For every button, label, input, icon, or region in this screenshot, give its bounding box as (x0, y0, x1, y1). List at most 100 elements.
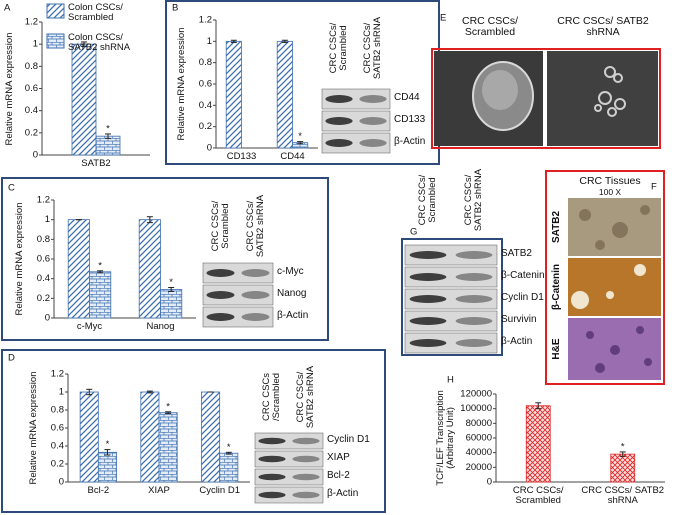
bar (97, 451, 117, 483)
x-tick-label: CRC CSCs/ Scrambled (512, 485, 564, 506)
y-tick-label: 80000 (466, 418, 492, 429)
error-bar (81, 41, 87, 47)
blot-strip (404, 332, 498, 354)
tissue-row-label: β-Catenin (550, 263, 562, 311)
tissue-row-label: H&E (550, 338, 562, 360)
blot-row-label: Survivin (501, 314, 537, 325)
y-tick-label: 1.2 (37, 195, 50, 206)
tissue-title: CRC Tissues (579, 175, 641, 187)
panel-letter: E (440, 13, 446, 24)
blot-band (206, 313, 235, 321)
blot-row-label: CD44 (394, 92, 420, 103)
x-tick-label: CRC CSCs/ SATB2 shRNA (581, 485, 665, 506)
panel-frame (1, 177, 329, 341)
significance-mark: * (98, 260, 102, 271)
error-bar (105, 133, 111, 139)
legend-swatch (46, 33, 65, 49)
bar (219, 452, 239, 483)
blot-band (409, 339, 447, 347)
bar (158, 412, 178, 483)
y-tick-label: 120000 (460, 389, 492, 400)
y-axis-label: TCF/LEF Transcription (Arbitrary Unit) (435, 390, 456, 486)
blot-band (409, 251, 447, 259)
blot-band (455, 339, 493, 347)
y-tick-label: 0.6 (51, 423, 64, 434)
blot-band (258, 437, 286, 445)
blot-band (409, 295, 447, 303)
blot-band (455, 295, 493, 303)
blot-column-label: CRC CSCs/ SATB2 shRNA (244, 194, 266, 258)
blot-band (206, 291, 235, 299)
blot-strip (254, 450, 324, 468)
tissue-magnification: 100 X (598, 187, 622, 197)
legend-label: Colon CSCs/ Scrambled (68, 2, 123, 23)
blot-band (241, 291, 270, 299)
blot-band (409, 317, 447, 325)
blot-strip (321, 132, 391, 154)
bar (138, 219, 161, 319)
bar (71, 43, 97, 156)
error-bar (168, 287, 175, 292)
blot-band (292, 473, 320, 481)
y-tick-label: 0.4 (199, 100, 212, 111)
y-tick-label: 0.4 (25, 105, 38, 116)
significance-mark: * (166, 401, 170, 412)
y-tick-label: 0.2 (37, 293, 50, 304)
significance-mark: * (106, 439, 110, 450)
blot-band (359, 139, 387, 147)
blot-strip (404, 288, 498, 310)
error-bar (86, 388, 93, 396)
blot-row-label: β-Actin (501, 336, 533, 347)
blot-strip (404, 244, 498, 266)
blot-row-label: Cyclin D1 (501, 292, 544, 303)
bar (160, 289, 183, 319)
x-tick-label: CD44 (280, 151, 305, 162)
panel-letter: F (651, 182, 657, 193)
y-tick-label: 1 (33, 39, 38, 50)
blot-column-label: CRC CSCs/ SATB2 shRNA (463, 168, 484, 232)
tissue-texture (571, 264, 646, 309)
y-tick-label: 1.2 (199, 15, 212, 26)
blot-band (292, 491, 320, 499)
blot-band (455, 273, 493, 281)
significance-mark: * (169, 277, 173, 288)
error-bar (146, 216, 153, 224)
panel-frame (545, 170, 665, 385)
error-bar (619, 451, 626, 457)
bar (201, 391, 221, 483)
blot-column-label: CRC CSCs/ SATB2 shRNA (362, 16, 383, 80)
blot-band (258, 455, 286, 463)
blot-row-label: β-Actin (394, 136, 426, 147)
blot-strip (254, 432, 324, 450)
blot-row-label: Cyclin D1 (327, 434, 370, 445)
panel-frame (401, 238, 503, 356)
blot-row-label: XIAP (327, 452, 350, 463)
sphere (482, 70, 518, 110)
y-tick-label: 0 (33, 150, 38, 161)
sphere-label: CRC CSCs/ SATB2 shRNA (557, 15, 649, 39)
y-tick-label: 1.2 (51, 369, 64, 380)
blot-band (455, 251, 493, 259)
y-tick-label: 0.8 (51, 405, 64, 416)
blot-row-label: β-Actin (277, 310, 309, 321)
blot-strip (321, 110, 391, 132)
error-bar (281, 39, 288, 43)
y-tick-label: 1 (207, 36, 212, 47)
bar (89, 271, 112, 319)
y-tick-label: 0.8 (37, 234, 50, 245)
y-tick-label: 1 (59, 387, 64, 398)
blot-column-label: CRC CSCs/ Scrambled (209, 200, 231, 252)
y-tick-label: 0.4 (37, 273, 50, 284)
bar (79, 391, 99, 483)
y-tick-label: 100000 (460, 403, 492, 414)
y-tick-label: 0.2 (51, 459, 64, 470)
y-tick-label: 60000 (466, 433, 492, 444)
legend-label: Colon CSCs/ SATB2 shRNA (68, 32, 131, 53)
tissue-texture (586, 326, 652, 373)
blot-row-label: c-Myc (277, 266, 304, 277)
blot-band (325, 139, 353, 147)
panel-frame (1, 349, 386, 513)
panel-frame (431, 48, 661, 149)
